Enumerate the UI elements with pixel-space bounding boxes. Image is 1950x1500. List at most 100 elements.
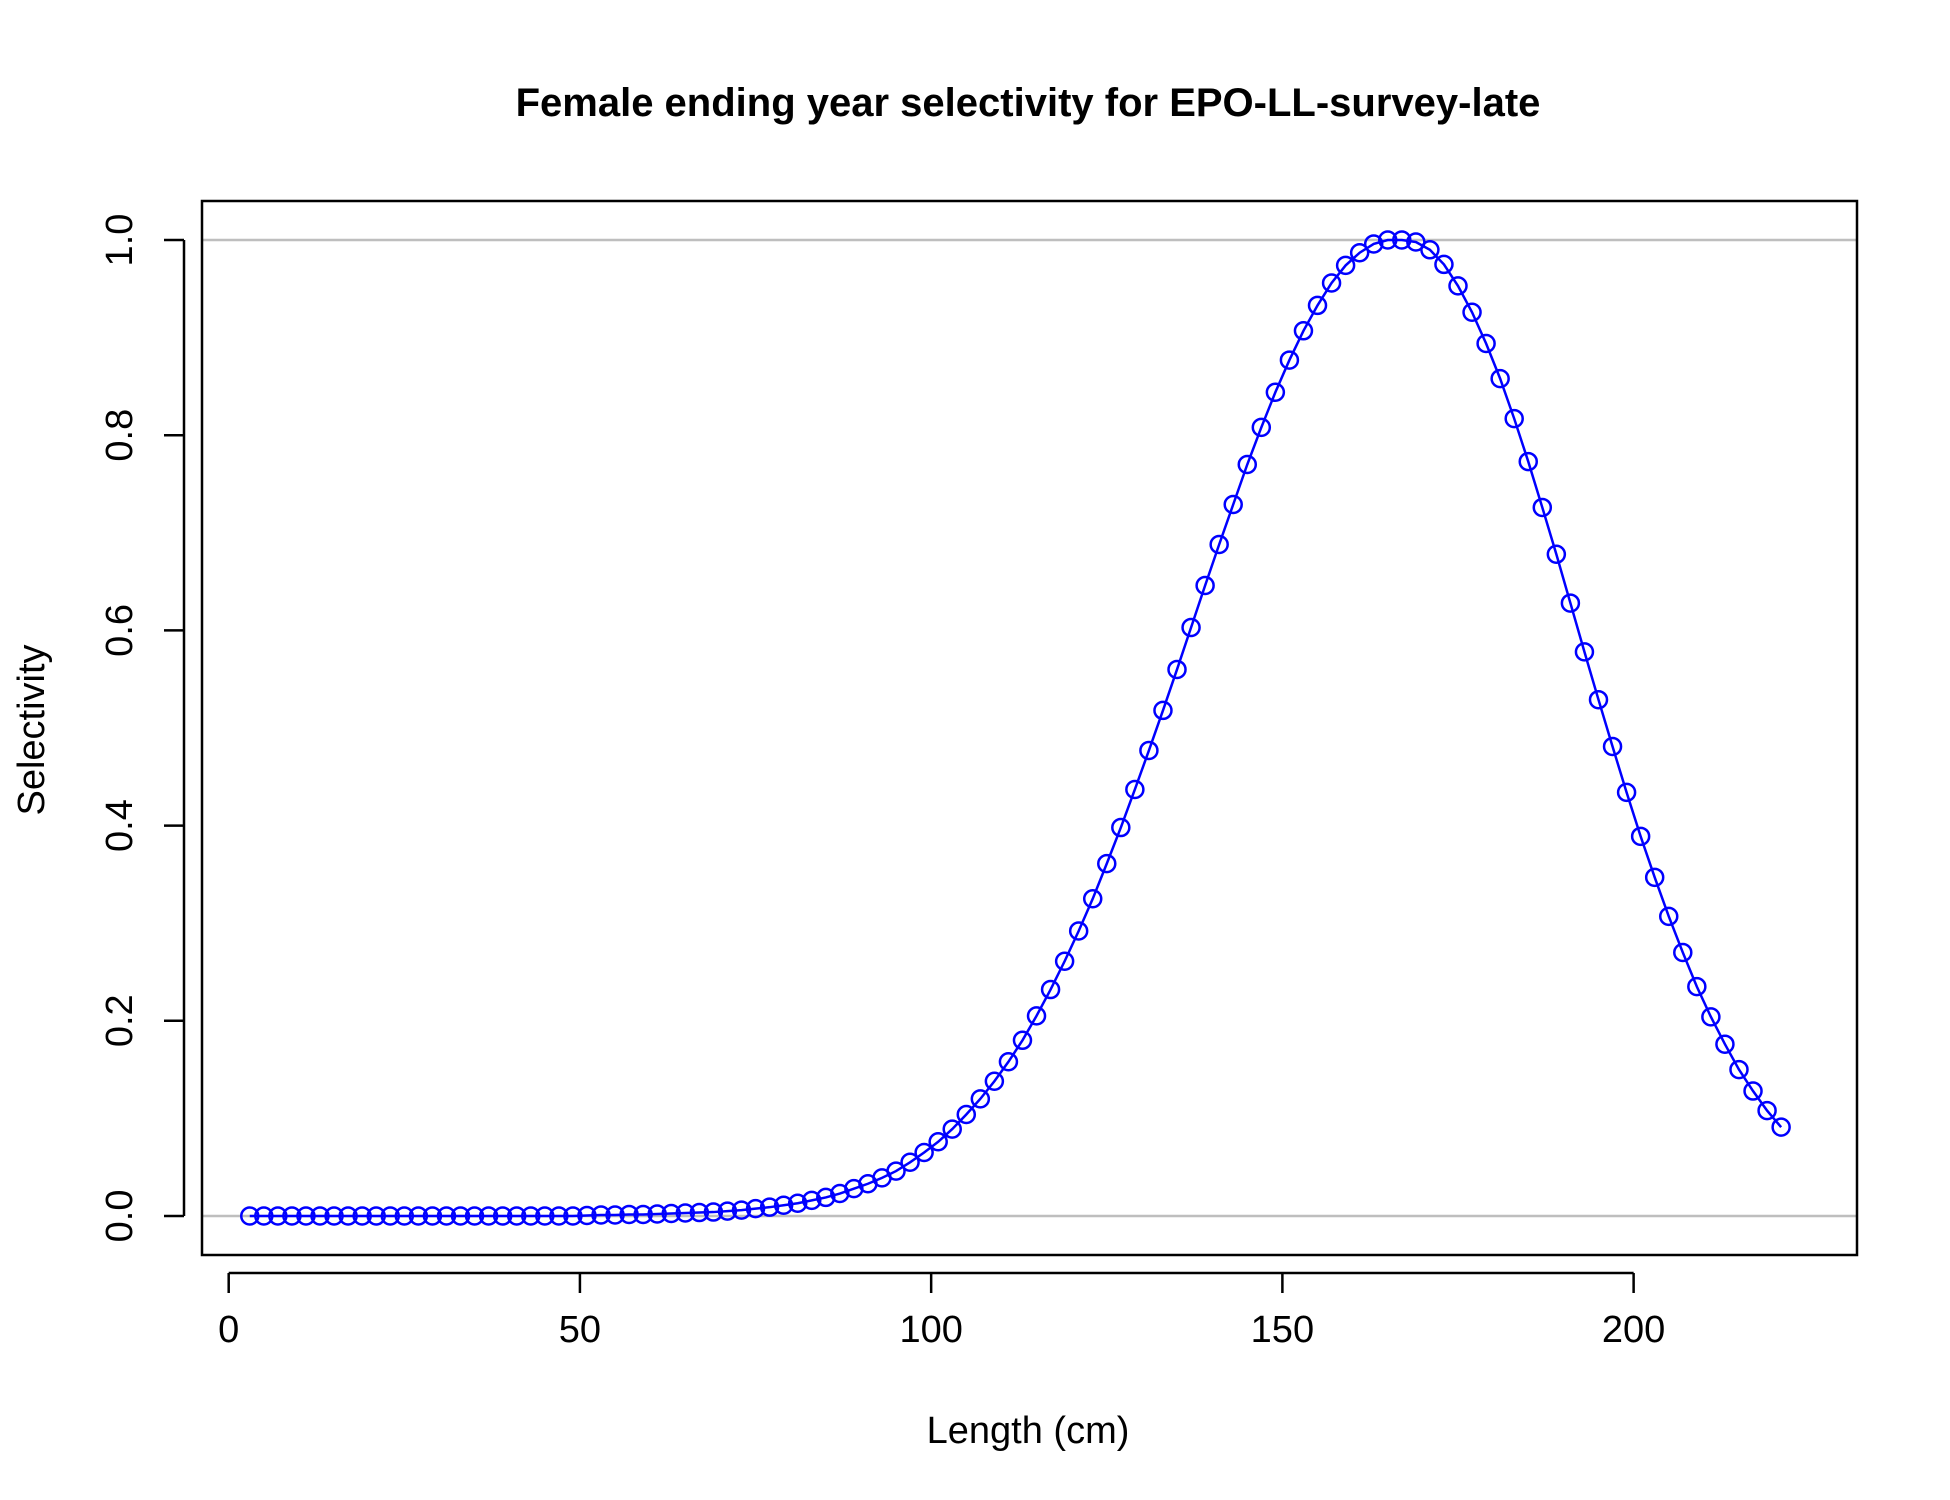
- data-point: [1012, 1030, 1033, 1051]
- data-point: [1040, 979, 1061, 1000]
- data-point: [745, 1198, 766, 1219]
- data-point: [521, 1206, 541, 1226]
- data-point: [408, 1206, 429, 1226]
- data-point: [619, 1204, 639, 1225]
- data-point: [942, 1119, 962, 1139]
- x-tick-label: 50: [559, 1309, 601, 1351]
- data-point: [1237, 454, 1258, 475]
- data-point: [886, 1161, 906, 1181]
- data-point: [1125, 779, 1145, 800]
- data-point: [914, 1142, 934, 1163]
- data-point: [506, 1206, 527, 1226]
- data-point: [605, 1205, 625, 1225]
- x-tick-label: 100: [899, 1309, 962, 1351]
- y-tick-label: 0.2: [99, 994, 141, 1047]
- data-point: [1476, 333, 1496, 354]
- data-point: [1588, 689, 1609, 710]
- y-tick-label: 0.4: [99, 799, 141, 852]
- data-point: [282, 1206, 302, 1226]
- data-point: [535, 1206, 555, 1226]
- data-point: [998, 1052, 1019, 1072]
- data-point: [1743, 1081, 1763, 1101]
- data-point: [1434, 254, 1454, 275]
- data-point: [1757, 1100, 1777, 1121]
- data-point: [1307, 295, 1328, 316]
- data-point: [422, 1206, 443, 1226]
- data-point: [1462, 302, 1482, 323]
- data-point: [1363, 234, 1384, 254]
- data-point: [450, 1206, 471, 1226]
- data-point: [1167, 659, 1187, 680]
- x-tick-label: 200: [1602, 1309, 1665, 1351]
- data-point: [661, 1203, 681, 1224]
- data-point: [984, 1071, 1005, 1092]
- x-tick-label: 150: [1251, 1309, 1314, 1351]
- data-point: [1195, 575, 1215, 596]
- data-point: [1504, 408, 1524, 429]
- data-point: [773, 1195, 794, 1215]
- series-line: [249, 238, 1783, 1218]
- data-point: [1532, 497, 1553, 518]
- data-point: [1616, 782, 1637, 803]
- data-point: [1279, 350, 1300, 370]
- data-point: [1251, 417, 1272, 438]
- data-point: [1349, 242, 1370, 263]
- data-point: [689, 1202, 710, 1223]
- y-tick-label: 0.0: [99, 1190, 141, 1243]
- data-point: [1448, 276, 1468, 296]
- data-point: [1658, 906, 1679, 927]
- y-tick-label: 0.6: [99, 604, 141, 657]
- data-point: [464, 1206, 485, 1226]
- data-point: [1490, 368, 1510, 389]
- data-point: [492, 1206, 513, 1226]
- data-point: [1602, 736, 1623, 757]
- data-point: [591, 1205, 611, 1225]
- data-point: [1111, 817, 1131, 838]
- data-point: [436, 1206, 457, 1226]
- data-point: [366, 1206, 386, 1226]
- data-point: [310, 1206, 330, 1226]
- data-point: [1068, 921, 1089, 941]
- x-axis: 0 50 100 150 200: [218, 1271, 1665, 1351]
- data-point: [1139, 740, 1159, 761]
- data-point: [703, 1202, 724, 1222]
- y-tick-label: 0.8: [99, 409, 141, 462]
- data-point: [1335, 255, 1356, 276]
- data-point: [577, 1205, 597, 1226]
- data-point: [394, 1206, 415, 1226]
- data-point: [801, 1190, 822, 1211]
- data-point: [675, 1203, 696, 1223]
- data-point: [1518, 451, 1538, 472]
- data-point: [296, 1206, 316, 1226]
- data-point: [1392, 230, 1412, 250]
- data-point: [563, 1206, 583, 1226]
- data-point: [1223, 494, 1243, 515]
- data-point: [717, 1201, 738, 1221]
- data-point: [1321, 273, 1342, 293]
- data-point: [1265, 382, 1286, 403]
- data-point: [1054, 951, 1075, 971]
- data-point: [1715, 1034, 1735, 1054]
- data-point: [1560, 593, 1581, 613]
- data-point: [1644, 867, 1665, 888]
- x-axis-label: Length (cm): [927, 1410, 1130, 1452]
- data-point: [816, 1187, 836, 1208]
- data-point: [1153, 700, 1173, 721]
- data-point: [352, 1206, 372, 1226]
- data-point: [1209, 534, 1229, 555]
- plot-frame: [200, 199, 1859, 1257]
- data-point: [1729, 1059, 1749, 1080]
- data-point: [787, 1193, 808, 1214]
- chart-title: Female ending year selectivity for EPO-L…: [516, 81, 1541, 125]
- data-point: [900, 1152, 920, 1173]
- data-point: [1378, 230, 1398, 250]
- data-point: [633, 1204, 653, 1225]
- data-point: [254, 1206, 274, 1226]
- data-point: [1546, 544, 1567, 565]
- data-point: [731, 1200, 752, 1220]
- data-point: [1673, 942, 1693, 963]
- data-point: [1420, 240, 1440, 260]
- data-point: [1097, 853, 1117, 874]
